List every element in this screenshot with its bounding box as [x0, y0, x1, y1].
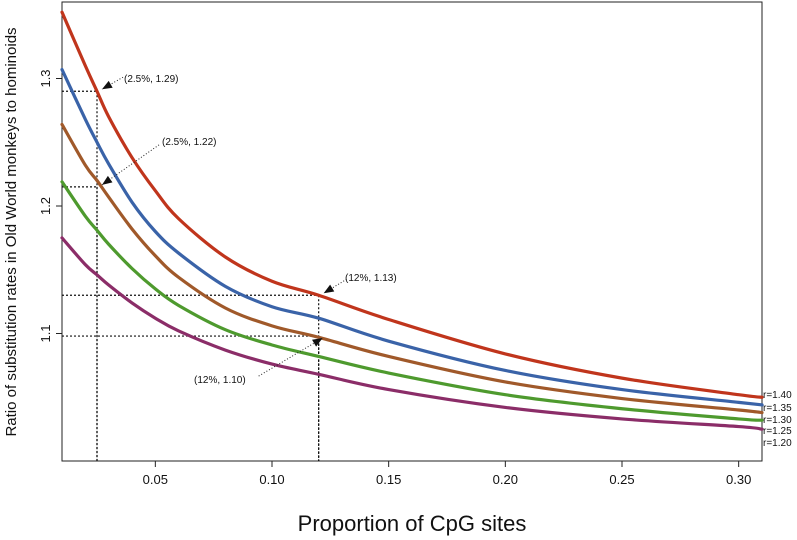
series-line-r=1.30	[60, 122, 764, 415]
x-tick-label-0.30: 0.30	[726, 472, 751, 487]
annotation-leader-0	[101, 76, 124, 90]
x-tick-label-0.25: 0.25	[609, 472, 634, 487]
series-end-label-r=1.35: r=1.35	[763, 403, 792, 414]
annotation-label-2: (12%, 1.13)	[345, 273, 397, 284]
annotation-layer: (2.5%, 1.29) (2.5%, 1.22) (12%, 1.13) (12%,…	[101, 74, 397, 386]
y-tick-label-1.3: 1.3	[38, 69, 53, 87]
series-line-r=1.35	[60, 67, 764, 407]
series-layer	[60, 10, 764, 431]
y-axis: 1.1 1.2 1.3	[38, 69, 62, 343]
x-tick-label-0.05: 0.05	[143, 472, 168, 487]
annotation-arrowhead-1	[102, 175, 113, 185]
annotation-arrowhead-2	[323, 284, 335, 294]
series-line-r=1.25	[60, 180, 764, 422]
x-tick-label-0.20: 0.20	[493, 472, 518, 487]
y-tick-label-1.1: 1.1	[38, 324, 53, 342]
annotation-arrowhead-3	[312, 338, 323, 347]
series-label-layer: r=1.40 r=1.35r=1.30r=1.25r=1.20	[763, 390, 792, 449]
y-axis-label: Ratio of substitution rates in Old World…	[3, 27, 20, 436]
plot-frame	[61, 1, 763, 462]
x-tick-label-0.15: 0.15	[376, 472, 401, 487]
series-line-r=1.40	[60, 10, 764, 399]
x-tick-label-0.10: 0.10	[259, 472, 284, 487]
x-axis-label: Proportion of CpG sites	[298, 511, 527, 536]
annotation-label-1: (2.5%, 1.22)	[162, 137, 216, 148]
annotation-leader-3	[258, 337, 323, 377]
series-end-label-r=1.30: r=1.30	[763, 415, 792, 426]
annotation-label-0: (2.5%, 1.29)	[124, 74, 178, 85]
series-end-label-r=1.25: r=1.25	[763, 426, 792, 437]
series-end-label-r=1.40: r=1.40	[763, 390, 792, 401]
annotation-arrowhead-0	[102, 80, 113, 90]
series-end-label-r=1.20: r=1.20	[763, 438, 792, 449]
y-tick-label-1.2: 1.2	[38, 197, 53, 215]
annotation-label-3: (12%, 1.10)	[194, 375, 246, 386]
x-axis: 0.05 0.10 0.15 0.20 0.25 0.30	[143, 461, 751, 487]
series-line-r=1.20	[60, 236, 764, 431]
